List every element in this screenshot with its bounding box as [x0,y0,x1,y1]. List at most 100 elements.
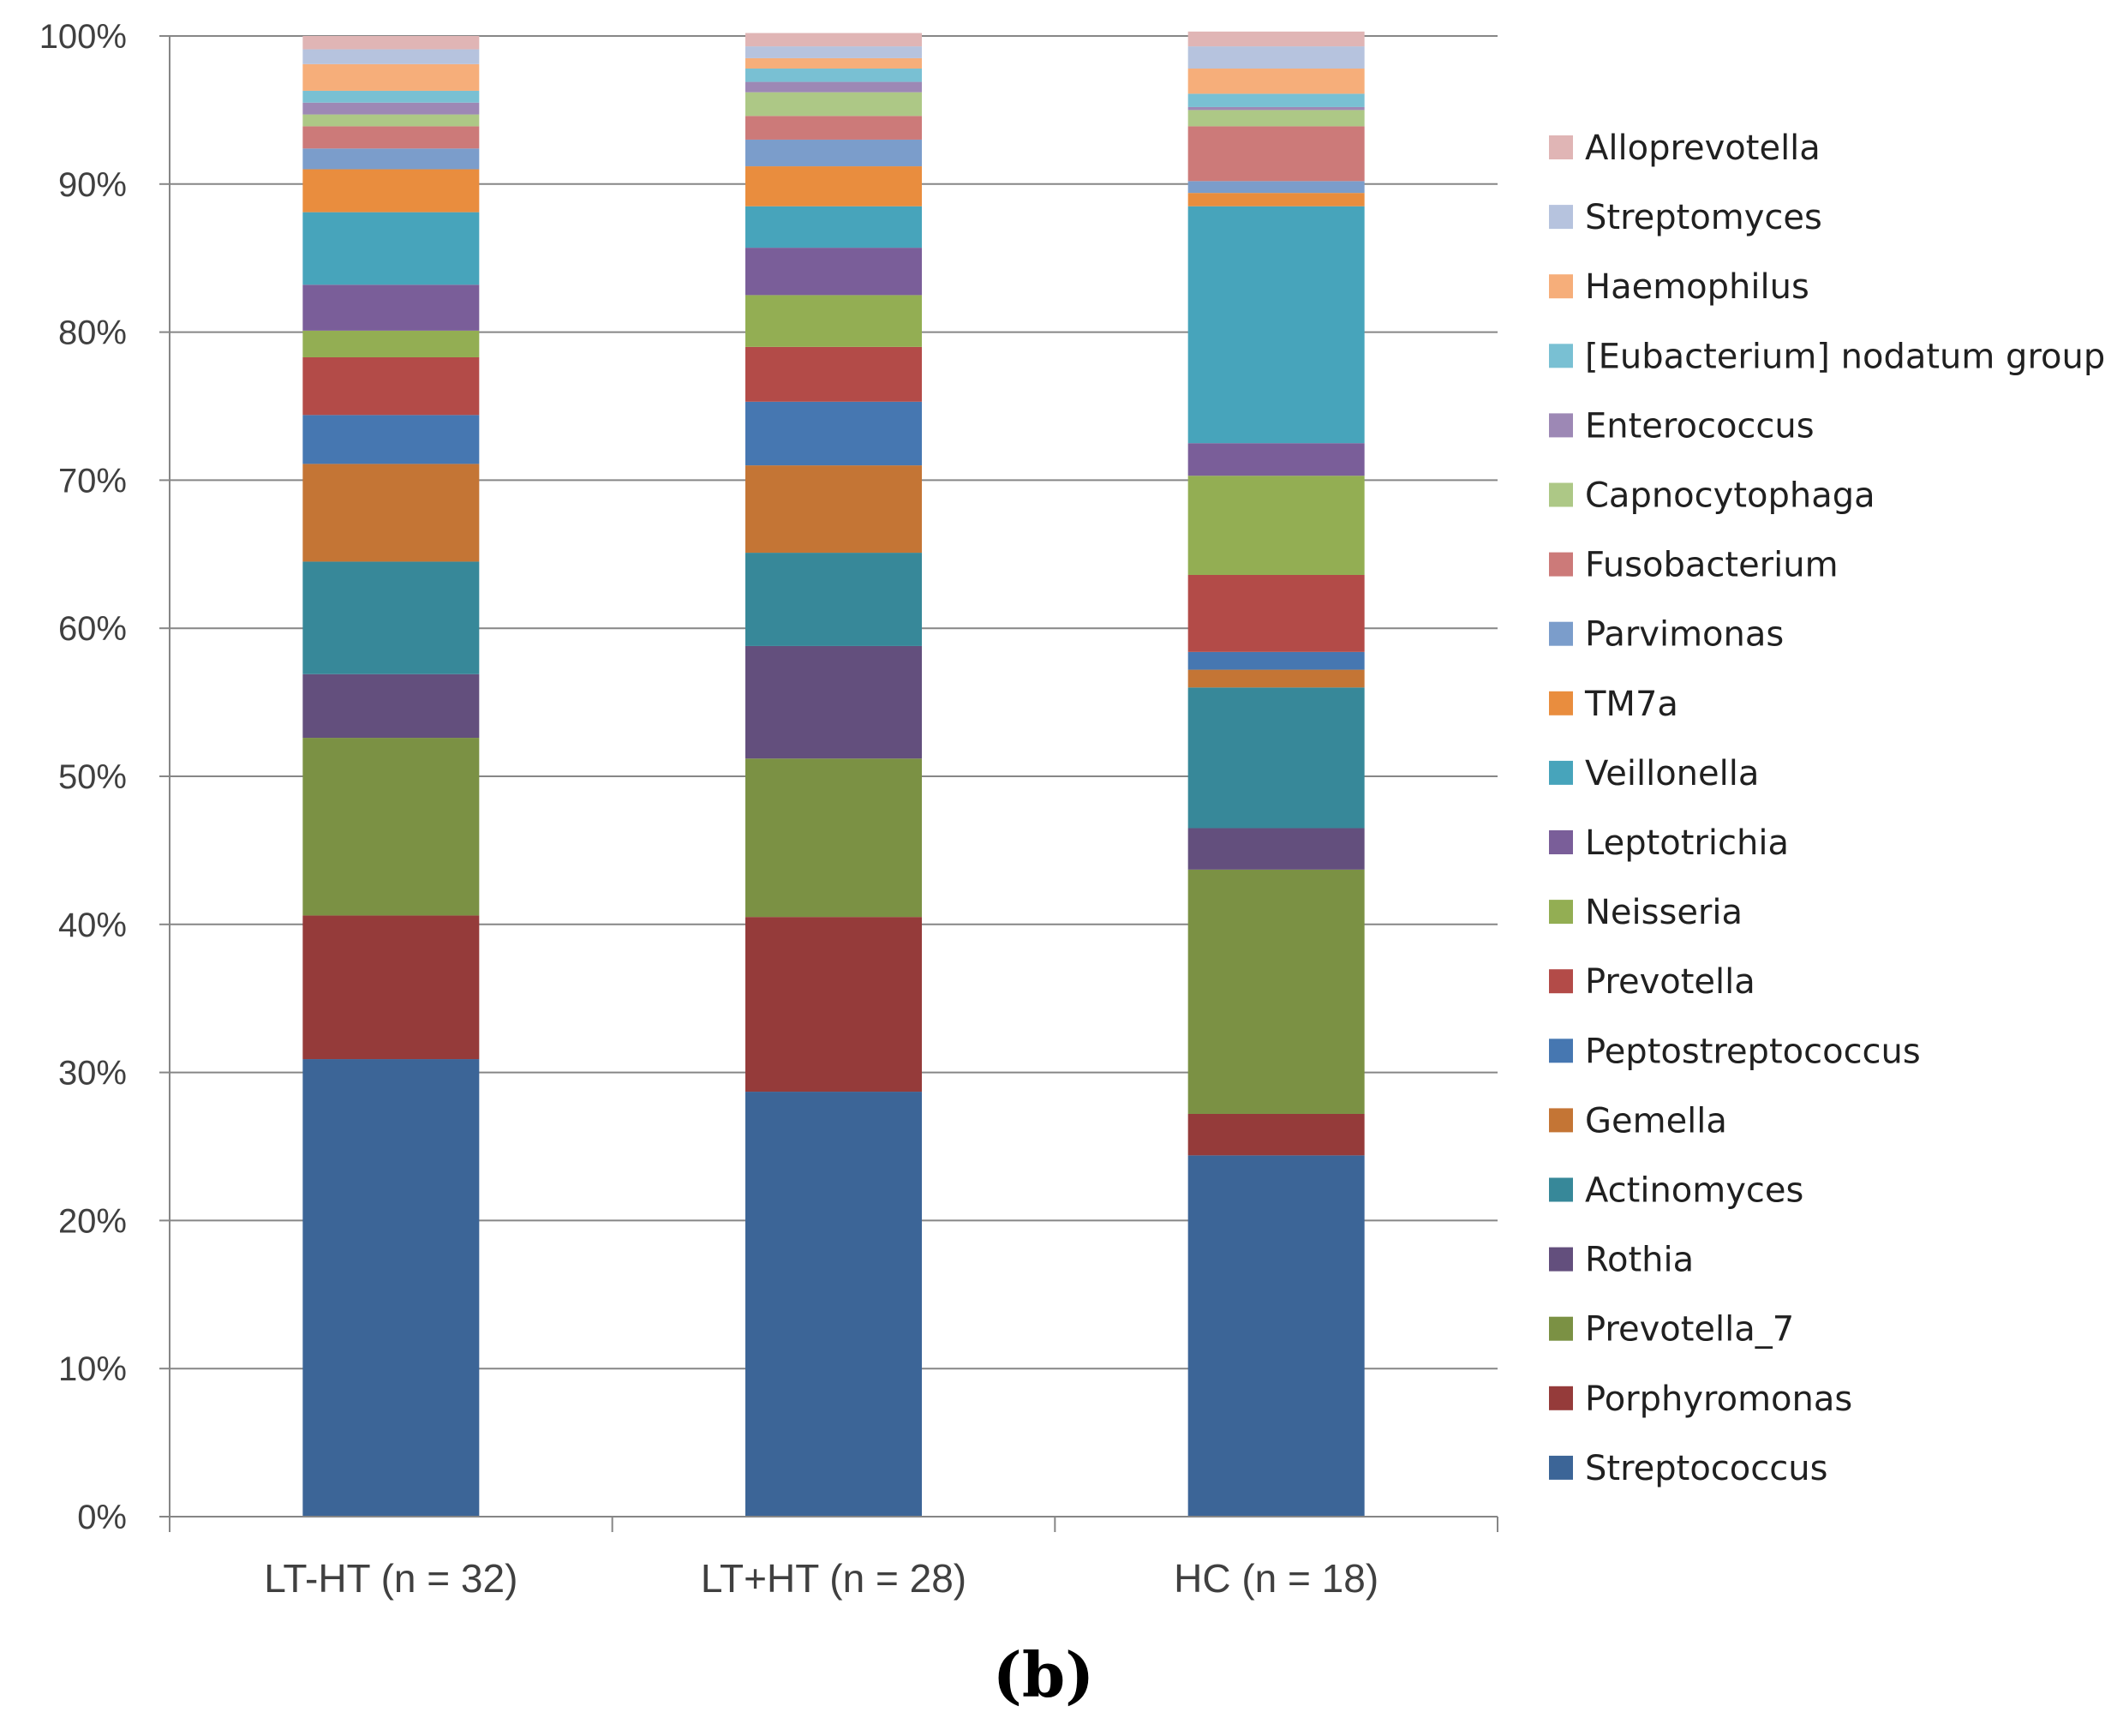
legend-item: Alloprevotella [1549,129,1821,168]
y-tick-label: 40% [58,907,127,944]
legend-label: Rothia [1585,1241,1694,1280]
y-tick-label: 20% [58,1202,127,1240]
legend-item: Prevotella_7 [1549,1310,1794,1350]
bar-segment-leptotrichia [1187,443,1365,476]
bar-segment-gemella [745,465,922,554]
legend-label: Enterococcus [1585,406,1815,446]
legend-swatch [1549,1039,1573,1063]
bar-segment-peptostreptococcus [302,415,480,464]
bar-stack [1187,31,1365,1517]
legend-item: Leptotrichia [1549,823,1789,863]
bar-segment-capnocytophaga [1187,110,1365,127]
legend-swatch [1549,1316,1573,1341]
legend-label: Parvimonas [1585,615,1784,655]
bar-segment-streptococcus [745,1092,922,1517]
bar-segment-parvimonas [302,148,480,170]
bar-segment-actinomyces [745,553,922,646]
legend-label: Actinomyces [1585,1171,1803,1211]
legend-item: Prevotella [1549,962,1755,1002]
legend-label: Leptotrichia [1585,823,1789,863]
bar-segment-parvimonas [1187,181,1365,194]
bar-segment-neisseria [1187,476,1365,575]
legend-swatch [1549,691,1573,715]
x-tick-label: LT-HT (n = 32) [264,1556,517,1601]
bar-segment-rothia [302,673,480,739]
legend-label: Veillonella [1585,754,1759,793]
legend-swatch [1549,552,1573,577]
bar-segment-streptococcus [1187,1155,1365,1517]
legend-label: Haemophilus [1585,267,1809,307]
bar-segment-rothia [1187,828,1365,870]
bar-segment-neisseria [302,330,480,357]
bar-segment-alloprevotella [1187,31,1365,47]
legend-item: Haemophilus [1549,267,1809,307]
legend-swatch [1549,1386,1573,1410]
legend-item: Gemella [1549,1101,1727,1140]
legend-label: Porphyromonas [1585,1380,1852,1419]
legend-item: Neisseria [1549,893,1743,932]
bar-segment-alloprevotella [302,36,480,50]
bar-segment-fusobacterium [302,126,480,149]
bar-segment-enterococcus [745,81,922,93]
x-tick-label: LT+HT (n = 28) [701,1556,966,1601]
legend-item: Fusobacterium [1549,546,1839,585]
legend-swatch [1549,1177,1573,1202]
bar-segment-enterococcus [1187,106,1365,111]
legend-label: Capnocytophaga [1585,476,1875,516]
bars [302,31,1365,1517]
legend-swatch [1549,830,1573,854]
bar-segment-veillonella [1187,206,1365,444]
legend-swatch [1549,969,1573,994]
bar-segment-prevotella-7 [302,738,480,916]
bar-segment-eubacterium-nodatum-group [745,69,922,82]
y-tick-label: 50% [58,758,127,796]
legend-swatch [1549,135,1573,159]
legend-label: Prevotella_7 [1585,1310,1794,1350]
bar-segment-peptostreptococcus [1187,651,1365,670]
bar-segment-porphyromonas [1187,1113,1365,1156]
bar-segment-porphyromonas [745,917,922,1092]
bar-segment-leptotrichia [745,248,922,296]
bar-segment-fusobacterium [1187,126,1365,182]
legend-item: TM7a [1549,685,1678,724]
bar-segment-streptococcus [302,1059,480,1517]
bar-segment-prevotella [745,346,922,402]
legend-swatch [1549,1247,1573,1272]
legend-item: Streptococcus [1549,1449,1827,1488]
bar-stack [302,36,480,1517]
y-tick-label: 30% [58,1055,127,1092]
figure-caption: (b) [993,1638,1094,1711]
bar-segment-peptostreptococcus [745,401,922,466]
bar-segment-streptomyces [745,46,922,58]
bar-segment-alloprevotella [745,33,922,47]
bar-segment-actinomyces [302,561,480,674]
bar-segment-gemella [302,464,480,562]
bar-segment-haemophilus [745,57,922,69]
bar-segment-neisseria [745,295,922,347]
legend-label: Alloprevotella [1585,129,1821,168]
bar-segment-rothia [745,645,922,759]
legend-item: Streptomyces [1549,198,1822,237]
legend-label: [Eubacterium] nodatum group [1585,337,2105,376]
y-tick-label: 70% [58,462,127,500]
bar-segment-prevotella-7 [745,758,922,918]
axes [159,35,1498,1532]
legend: Alloprevotella Streptomyces Haemophilus [Eu… [1549,129,2105,1488]
bar-segment-streptomyces [302,49,480,64]
bar-segment-haemophilus [1187,69,1365,94]
legend-swatch [1549,900,1573,925]
legend-label: TM7a [1584,685,1678,724]
y-tick-label: 100% [39,18,127,56]
legend-swatch [1549,1455,1573,1480]
bar-segment-veillonella [745,206,922,248]
y-tick-label: 60% [58,610,127,648]
legend-item: Rothia [1549,1241,1694,1280]
legend-swatch [1549,482,1573,507]
legend-label: Fusobacterium [1585,546,1839,585]
legend-item: Porphyromonas [1549,1380,1852,1419]
bar-segment-eubacterium-nodatum-group [302,90,480,103]
y-tick-label: 90% [58,166,127,204]
bar-segment-leptotrichia [302,284,480,331]
legend-item: Actinomyces [1549,1171,1803,1211]
